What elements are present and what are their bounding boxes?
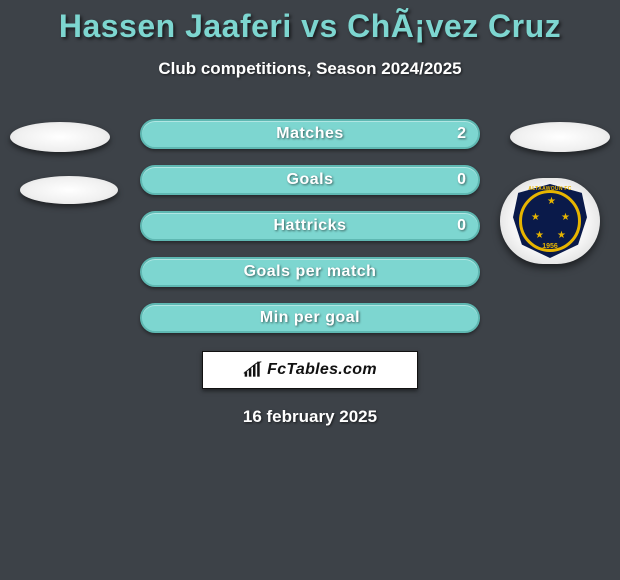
- stat-row-matches: Matches 2: [140, 119, 480, 149]
- club-shield-icon: ALTAAWOUN FC ★ ★ ★ ★ ★ 1956: [513, 184, 587, 258]
- page-title: Hassen Jaaferi vs ChÃ¡vez Cruz: [0, 0, 620, 45]
- subtitle: Club competitions, Season 2024/2025: [0, 59, 620, 79]
- stat-label: Min per goal: [260, 309, 360, 327]
- stat-row-min-per-goal: Min per goal: [140, 303, 480, 333]
- club-badge: ALTAAWOUN FC ★ ★ ★ ★ ★ 1956: [500, 178, 600, 264]
- stat-label: Matches: [276, 125, 344, 143]
- player-left-avatar-placeholder-1: [10, 122, 110, 152]
- stat-right-value: 2: [457, 125, 466, 143]
- bar-chart-icon: [243, 361, 263, 379]
- brand-box: FcTables.com: [202, 351, 418, 389]
- club-shield-text: ALTAAWOUN FC: [513, 186, 587, 192]
- stat-row-goals: Goals 0: [140, 165, 480, 195]
- stat-label: Goals: [287, 171, 334, 189]
- stat-row-goals-per-match: Goals per match: [140, 257, 480, 287]
- brand-text: FcTables.com: [267, 361, 377, 379]
- player-left-avatar-placeholder-2: [20, 176, 118, 204]
- stat-label: Goals per match: [244, 263, 377, 281]
- stat-right-value: 0: [457, 217, 466, 235]
- stat-row-hattricks: Hattricks 0: [140, 211, 480, 241]
- stat-label: Hattricks: [274, 217, 347, 235]
- club-shield-year: 1956: [513, 243, 587, 250]
- date-text: 16 february 2025: [0, 407, 620, 427]
- player-right-avatar-placeholder: [510, 122, 610, 152]
- stat-right-value: 0: [457, 171, 466, 189]
